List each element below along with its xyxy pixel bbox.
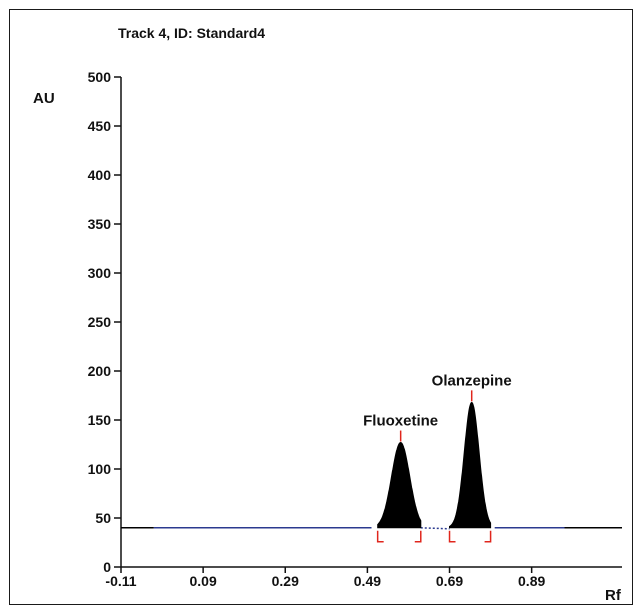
- x-tick-label: 0.29: [272, 573, 299, 589]
- peak-start-marker: [448, 530, 456, 543]
- peak-area: [377, 441, 422, 529]
- peak-start-marker: [376, 530, 384, 543]
- y-tick-label: 500: [88, 69, 112, 85]
- chart-frame: [9, 9, 633, 605]
- x-tick-label: -0.11: [105, 573, 136, 589]
- y-tick-label: 350: [88, 216, 112, 232]
- y-tick-label: 450: [88, 118, 112, 134]
- y-tick-label: 50: [95, 510, 111, 526]
- x-tick-label: 0.49: [354, 573, 381, 589]
- peak-end-marker: [414, 530, 422, 543]
- peak-label: Olanzepine: [432, 372, 512, 389]
- y-tick-label: 100: [88, 461, 112, 477]
- y-tick-label: 200: [88, 363, 112, 379]
- y-tick-label: 150: [88, 412, 112, 428]
- axes: [120, 77, 622, 568]
- y-tick-label: 400: [88, 167, 112, 183]
- peak-series: [377, 401, 492, 529]
- baseline-series: [121, 527, 622, 530]
- x-ticks: -0.11 0.09 0.29 0.49 0.69 0.89: [105, 567, 545, 589]
- y-tick-label: 300: [88, 265, 112, 281]
- y-axis-label: AU: [33, 90, 55, 107]
- peak-area: [449, 401, 492, 529]
- x-tick-label: 0.89: [518, 573, 545, 589]
- chart-title: Track 4, ID: Standard4: [118, 25, 265, 41]
- y-tick-label: 0: [103, 559, 111, 575]
- x-axis-label: Rf: [605, 587, 622, 604]
- peak-label: Fluoxetine: [363, 413, 438, 430]
- baseline-between-peaks: [420, 527, 450, 530]
- integration-markers: [376, 390, 492, 543]
- y-ticks: 0 50 100 150 200 250 300 350 400 450 500: [88, 69, 121, 575]
- y-tick-label: 250: [88, 314, 112, 330]
- x-tick-label: 0.69: [436, 573, 463, 589]
- peak-labels: Fluoxetine Olanzepine: [363, 372, 512, 429]
- x-tick-label: 0.09: [190, 573, 217, 589]
- peak-end-marker: [484, 530, 492, 543]
